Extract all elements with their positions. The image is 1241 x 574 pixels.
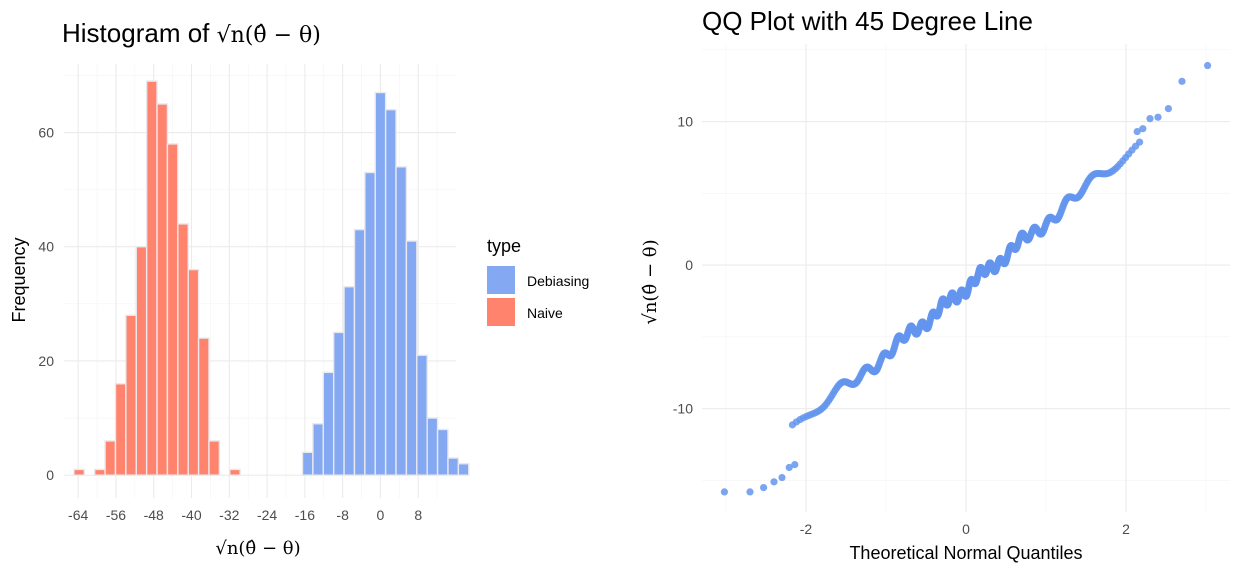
histogram-bar-debiasing	[395, 166, 408, 476]
qq-x-tick-label: -2	[800, 521, 813, 537]
histogram-bar-naive	[187, 268, 200, 476]
histogram-y-tick-label: 20	[38, 353, 54, 369]
histogram-y-axis-title: Frequency	[9, 237, 29, 322]
histogram-x-tick-label: 0	[377, 507, 385, 523]
qq-point	[770, 478, 778, 486]
qq-point	[1164, 105, 1172, 113]
histogram-bar-debiasing	[447, 457, 460, 476]
histogram-bar-debiasing	[416, 354, 428, 476]
histogram-y-tick-label: 40	[38, 239, 54, 255]
qq-point	[1136, 138, 1144, 146]
histogram-bar-naive	[166, 143, 179, 476]
qq-point	[791, 461, 799, 469]
histogram-bar-debiasing	[322, 371, 335, 476]
qq-y-tick-label: 0	[685, 257, 693, 273]
qq-point	[760, 483, 768, 492]
legend-label-naive: Naive	[527, 305, 563, 321]
histogram-panel: 0 20 40 60 -64 -56 -48 -40 -32 -24 -16 -8 0 8 Histog…	[9, 18, 589, 559]
qq-point	[1133, 127, 1141, 136]
legend-swatch-debiasing	[487, 266, 515, 294]
legend-label-debiasing: Debiasing	[527, 273, 589, 289]
histogram-bar-naive	[229, 468, 241, 476]
qq-point	[1178, 77, 1186, 85]
histogram-bars	[73, 80, 470, 476]
histogram-bar-debiasing	[426, 417, 439, 476]
histogram-bar-naive	[93, 468, 106, 476]
qq-points	[720, 61, 1212, 496]
histogram-bar-naive	[197, 337, 210, 476]
legend-title: type	[487, 236, 521, 256]
qq-point	[1204, 61, 1212, 70]
qq-x-axis-title: Theoretical Normal Quantiles	[849, 543, 1082, 563]
histogram-y-ticks: 0 20 40 60	[38, 125, 54, 484]
histogram-bar-debiasing	[374, 91, 387, 476]
qq-point	[746, 488, 754, 496]
qq-y-axis-title: √n(θ̂ − θ)	[640, 239, 661, 324]
qq-x-tick-label: 2	[1122, 521, 1130, 537]
qq-point	[720, 488, 729, 496]
qq-title: QQ Plot with 45 Degree Line	[702, 6, 1033, 36]
histogram-bar-debiasing	[343, 286, 356, 476]
qq-x-ticks: -2 0 2	[800, 521, 1130, 537]
qq-y-tick-label: -10	[673, 401, 693, 417]
histogram-bar-naive	[208, 440, 221, 476]
histogram-x-tick-label: -8	[336, 507, 349, 523]
histogram-bar-naive	[114, 383, 127, 476]
histogram-bar-debiasing	[301, 451, 314, 476]
histogram-bar-naive	[177, 223, 189, 476]
histogram-bar-debiasing	[457, 463, 470, 476]
histogram-x-tick-label: -40	[181, 507, 201, 523]
histogram-x-tick-label: -16	[295, 507, 315, 523]
histogram-bar-debiasing	[364, 171, 376, 476]
qq-x-tick-label: 0	[962, 521, 970, 537]
histogram-bar-naive	[104, 440, 117, 476]
histogram-title-minus: − θ)	[267, 23, 321, 48]
histogram-x-tick-label: -32	[219, 507, 239, 523]
histogram-bar-naive	[125, 314, 137, 476]
histogram-bar-naive	[156, 103, 169, 476]
qq-point	[778, 473, 786, 482]
legend: type Debiasing Naive	[487, 236, 589, 326]
histogram-title-text: Histogram of	[62, 18, 217, 48]
histogram-x-axis-title: √n(θ̂ − θ)	[215, 538, 300, 559]
histogram-x-tick-label: -64	[68, 507, 88, 523]
qq-point	[1139, 125, 1147, 133]
histogram-x-tick-label: 8	[414, 507, 422, 523]
histogram-y-tick-label: 60	[38, 125, 54, 141]
histogram-x-tick-label: -24	[257, 507, 277, 523]
qq-y-ticks: -10 0 10	[673, 114, 693, 417]
histogram-title: Histogram of √n(θ̂ − θ)	[62, 18, 321, 48]
histogram-x-tick-label: -56	[106, 507, 126, 523]
histogram-bar-debiasing	[332, 331, 345, 476]
histogram-bar-debiasing	[436, 428, 449, 476]
histogram-bar-naive	[145, 80, 158, 476]
qq-point	[785, 463, 793, 472]
histogram-bar-debiasing	[405, 240, 418, 476]
qq-point	[1146, 115, 1154, 123]
legend-swatch-naive	[487, 298, 515, 326]
qq-gridlines	[702, 44, 1230, 512]
histogram-bar-debiasing	[353, 228, 366, 476]
qq-point	[1154, 113, 1162, 121]
qq-y-tick-label: 10	[677, 114, 693, 130]
histogram-bar-debiasing	[312, 423, 324, 476]
histogram-x-tick-label: -48	[144, 507, 164, 523]
histogram-bar-debiasing	[384, 108, 397, 476]
histogram-y-tick-label: 0	[46, 467, 54, 483]
histogram-bar-naive	[73, 468, 86, 476]
histogram-x-ticks: -64 -56 -48 -40 -32 -24 -16 -8 0 8	[68, 507, 422, 523]
histogram-bar-naive	[135, 246, 148, 476]
histogram-title-math: √n(	[217, 23, 254, 48]
histogram-title-theta-hat: θ̂	[253, 23, 266, 48]
